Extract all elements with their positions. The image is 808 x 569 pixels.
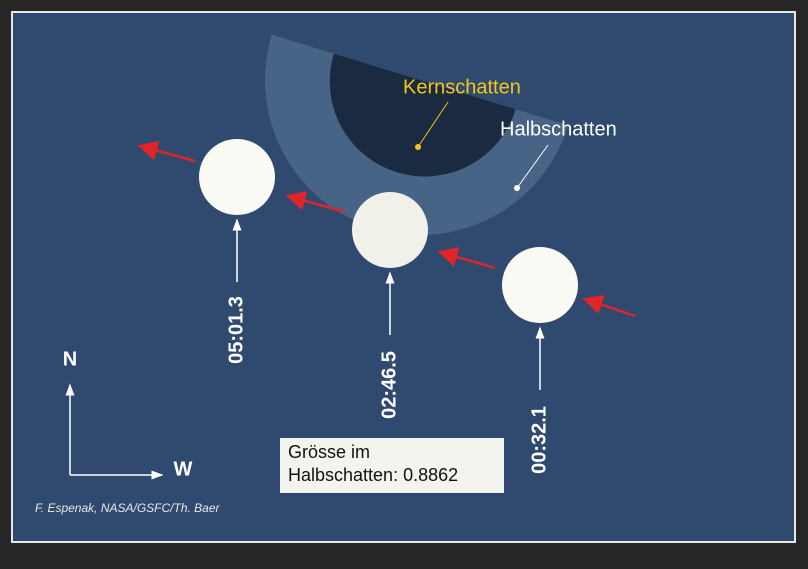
time-label: 05:01.3 <box>225 296 247 364</box>
west-label: W <box>174 458 193 480</box>
magnitude-line: Halbschatten: 0.8862 <box>288 465 458 485</box>
penumbra-label: Halbschatten <box>500 118 617 140</box>
time-label: 00:32.1 <box>528 406 550 474</box>
page: 05:01.3 02:46.5 00:32.1 Kernschatten Hal… <box>0 0 808 564</box>
north-label: N <box>63 348 77 370</box>
umbra-dot <box>415 144 421 150</box>
time-label: 02:46.5 <box>378 351 400 419</box>
moon <box>352 192 428 268</box>
moon <box>199 139 275 215</box>
umbra-label: Kernschatten <box>403 76 521 98</box>
diagram: 05:01.3 02:46.5 00:32.1 Kernschatten Hal… <box>0 0 808 564</box>
magnitude-line: Grösse im <box>288 442 370 462</box>
penumbra-dot <box>514 185 520 191</box>
moon <box>502 247 578 323</box>
credit: F. Espenak, NASA/GSFC/Th. Baer <box>35 501 221 515</box>
